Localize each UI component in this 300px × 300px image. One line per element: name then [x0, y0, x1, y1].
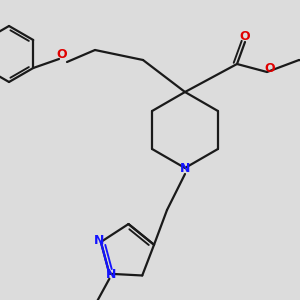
Text: O: O	[240, 31, 250, 44]
Text: O: O	[265, 61, 275, 74]
Text: N: N	[180, 161, 190, 175]
Text: N: N	[94, 235, 104, 248]
Text: N: N	[106, 268, 117, 281]
Text: O: O	[57, 47, 67, 61]
